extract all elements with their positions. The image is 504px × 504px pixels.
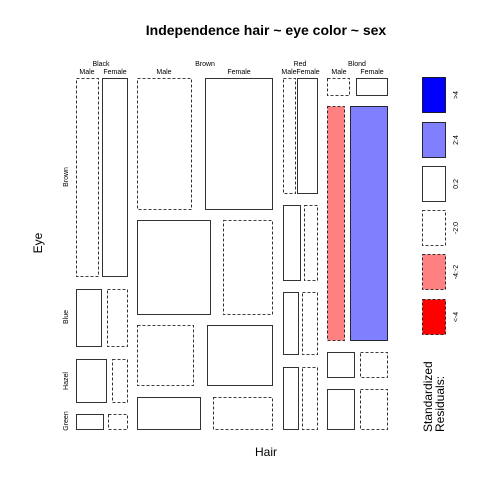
legend-title-line2: Residuals: bbox=[433, 376, 447, 432]
cell-blond-male-hazel bbox=[327, 352, 355, 378]
chart-title: Independence hair ~ eye color ~ sex bbox=[146, 22, 387, 38]
cell-blond-male-blue bbox=[327, 106, 345, 341]
cell-red-female-blue bbox=[304, 205, 318, 281]
cell-brown-female-blue bbox=[223, 220, 273, 315]
legend-box-2-0 bbox=[422, 210, 446, 246]
legend-tick-5: <-4 bbox=[453, 312, 460, 322]
legend-box-0-2 bbox=[422, 166, 446, 202]
cell-red-male-brown bbox=[283, 78, 296, 194]
cell-black-male-brown bbox=[76, 78, 99, 277]
y-axis-title: Eye bbox=[31, 232, 45, 253]
hair-label-blond: Blond bbox=[348, 61, 366, 68]
cell-red-male-green bbox=[283, 367, 299, 430]
cell-black-male-blue bbox=[76, 289, 102, 347]
legend-box-2-4 bbox=[422, 122, 446, 158]
cell-black-male-hazel bbox=[76, 359, 107, 403]
sex-label-red-female: Female bbox=[296, 69, 319, 76]
cell-black-female-green bbox=[108, 414, 128, 430]
hair-label-black: Black bbox=[92, 61, 110, 68]
cell-red-female-green bbox=[302, 367, 318, 430]
cell-brown-female-brown bbox=[205, 78, 273, 210]
cell-brown-male-green bbox=[137, 397, 201, 430]
cell-blond-female-green bbox=[360, 389, 388, 430]
sex-label-brown-male: Male bbox=[156, 69, 171, 76]
cell-brown-male-brown bbox=[137, 78, 192, 210]
mosaic-cells bbox=[76, 78, 388, 430]
cell-red-male-hazel bbox=[283, 292, 299, 355]
sex-label-black-male: Male bbox=[79, 69, 94, 76]
x-axis-title: Hair bbox=[255, 445, 277, 459]
eye-label-hazel: Hazel bbox=[63, 372, 70, 390]
cell-brown-female-hazel bbox=[207, 325, 273, 386]
cell-red-female-brown bbox=[297, 78, 318, 194]
legend-box-4-2 bbox=[422, 254, 446, 290]
legend-tick-1: 2:4 bbox=[453, 135, 460, 145]
sex-label-brown-female: Female bbox=[227, 69, 250, 76]
eye-label-green: Green bbox=[63, 411, 70, 431]
legend-tick-2: 0:2 bbox=[453, 179, 460, 189]
hair-label-red: Red bbox=[294, 61, 307, 68]
eye-label-brown: Brown bbox=[63, 167, 70, 187]
cell-blond-female-blue bbox=[350, 106, 388, 341]
legend: Standardized Residuals: >4 2:4 0:2 -2:0 -4:-… bbox=[421, 77, 460, 432]
cell-red-male-blue bbox=[283, 205, 301, 281]
cell-blond-male-green bbox=[327, 389, 355, 430]
cell-brown-male-hazel bbox=[137, 325, 194, 386]
legend-box-4 bbox=[422, 77, 446, 113]
legend-title-line1: Standardized bbox=[421, 361, 435, 432]
sex-label-blond-female: Female bbox=[360, 69, 383, 76]
sex-label-red-male: Male bbox=[281, 69, 296, 76]
cell-black-female-brown bbox=[102, 78, 128, 277]
eye-label-blue: Blue bbox=[63, 310, 70, 324]
cell-brown-male-blue bbox=[137, 220, 211, 315]
legend-box-4 bbox=[422, 299, 446, 335]
hair-label-brown: Brown bbox=[195, 61, 215, 68]
sex-label-blond-male: Male bbox=[331, 69, 346, 76]
cell-blond-female-hazel bbox=[360, 352, 388, 378]
legend-tick-3: -2:0 bbox=[453, 222, 460, 234]
legend-tick-0: >4 bbox=[453, 91, 460, 99]
cell-black-female-hazel bbox=[112, 359, 128, 403]
cell-blond-male-brown bbox=[327, 78, 350, 96]
sex-label-black-female: Female bbox=[103, 69, 126, 76]
legend-tick-4: -4:-2 bbox=[453, 265, 460, 280]
cell-black-male-green bbox=[76, 414, 104, 430]
cell-brown-female-green bbox=[213, 397, 273, 430]
cell-blond-female-brown bbox=[356, 78, 388, 96]
cell-red-female-hazel bbox=[302, 292, 318, 355]
cell-black-female-blue bbox=[107, 289, 128, 347]
